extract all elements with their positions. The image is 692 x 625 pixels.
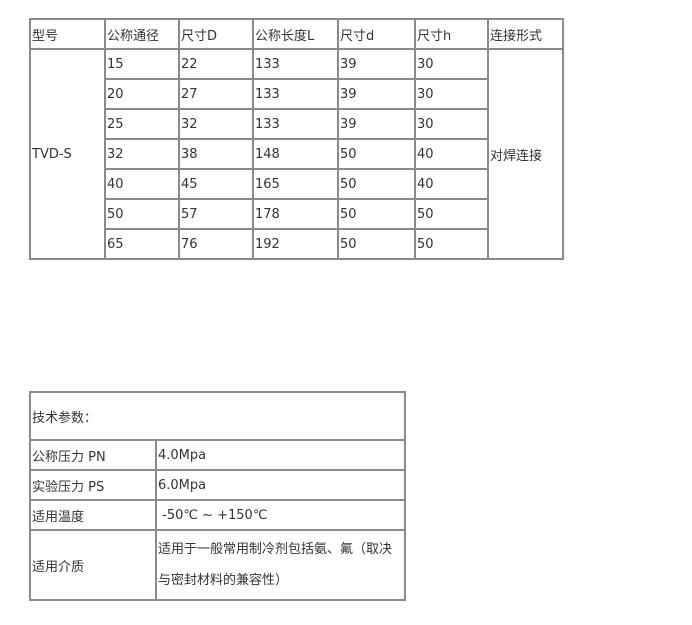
cell: 32 (104, 138, 180, 170)
cell: 20 (104, 78, 180, 110)
header-cell: 尺寸h (414, 18, 489, 50)
table-title-row: 技术参数： (29, 391, 406, 441)
cell: 25 (104, 108, 180, 140)
cell: 38 (178, 138, 254, 170)
param-value: -50℃ ~ +150℃ (155, 499, 406, 531)
cell: 40 (414, 168, 489, 200)
table-row: 65 76 192 50 50 (30, 228, 563, 260)
table-row: 实验压力 PS 6.0Mpa (29, 469, 406, 501)
tech-title: 技术参数： (29, 391, 406, 441)
param-value: 4.0Mpa (155, 439, 406, 471)
cell: 165 (252, 168, 339, 200)
cell: 39 (337, 48, 416, 80)
cell: 76 (178, 228, 254, 260)
table-row: 40 45 165 50 40 (30, 168, 563, 200)
header-cell: 公称通径 (104, 18, 180, 50)
cell: 30 (414, 78, 489, 110)
table-header-row: 型号 公称通径 尺寸D 公称长度L 尺寸d 尺寸h 连接形式 (29, 18, 564, 50)
tech-params-table: 技术参数： 公称压力 PN 4.0Mpa 实验压力 PS 6.0Mpa 适用温度… (29, 391, 406, 601)
cell: 30 (414, 108, 489, 140)
cell: 57 (178, 198, 254, 230)
cell: 65 (104, 228, 180, 260)
table-row: 适用温度 -50℃ ~ +150℃ (29, 499, 406, 531)
cell: 39 (337, 78, 416, 110)
table-row: 20 27 133 39 30 (30, 78, 563, 110)
header-cell: 型号 (29, 18, 106, 50)
header-cell: 尺寸D (178, 18, 254, 50)
cell: 45 (178, 168, 254, 200)
header-cell: 公称长度L (252, 18, 339, 50)
param-label: 适用介质 (29, 529, 157, 601)
table-row: 公称压力 PN 4.0Mpa (29, 439, 406, 471)
cell: 50 (337, 198, 416, 230)
table-row: 25 32 133 39 30 (30, 108, 563, 140)
cell: 178 (252, 198, 339, 230)
param-value: 6.0Mpa (155, 469, 406, 501)
param-label: 适用温度 (29, 499, 157, 531)
spec-table: 型号 公称通径 尺寸D 公称长度L 尺寸d 尺寸h 连接形式 TVD-S 15 … (29, 18, 564, 260)
cell: 40 (414, 138, 489, 170)
cell: 40 (104, 168, 180, 200)
cell: 27 (178, 78, 254, 110)
cell: 50 (337, 168, 416, 200)
cell: 32 (178, 108, 254, 140)
table-row: 50 57 178 50 50 (30, 198, 563, 230)
header-cell: 尺寸d (337, 18, 416, 50)
connection-cell: 对焊连接 (487, 48, 564, 260)
cell: 50 (337, 138, 416, 170)
cell: 192 (252, 228, 339, 260)
cell: 50 (414, 198, 489, 230)
cell: 148 (252, 138, 339, 170)
cell: 39 (337, 108, 416, 140)
table-row: 32 38 148 50 40 (30, 138, 563, 170)
table-row: TVD-S 15 22 133 39 30 对焊连接 (29, 48, 564, 260)
param-label: 实验压力 PS (29, 469, 157, 501)
cell: 22 (178, 48, 254, 80)
cell: 133 (252, 78, 339, 110)
table-row: 适用介质 适用于一般常用制冷剂包括氨、氟（取决与密封材料的兼容性） (29, 529, 406, 601)
cell: 50 (104, 198, 180, 230)
header-cell: 连接形式 (487, 18, 564, 50)
param-label: 公称压力 PN (29, 439, 157, 471)
cell: 50 (414, 228, 489, 260)
cell: 133 (252, 108, 339, 140)
cell: 50 (337, 228, 416, 260)
cell: 30 (414, 48, 489, 80)
model-cell: TVD-S (29, 48, 106, 260)
param-value: 适用于一般常用制冷剂包括氨、氟（取决与密封材料的兼容性） (155, 529, 406, 601)
cell: 15 (104, 48, 180, 80)
cell: 133 (252, 48, 339, 80)
